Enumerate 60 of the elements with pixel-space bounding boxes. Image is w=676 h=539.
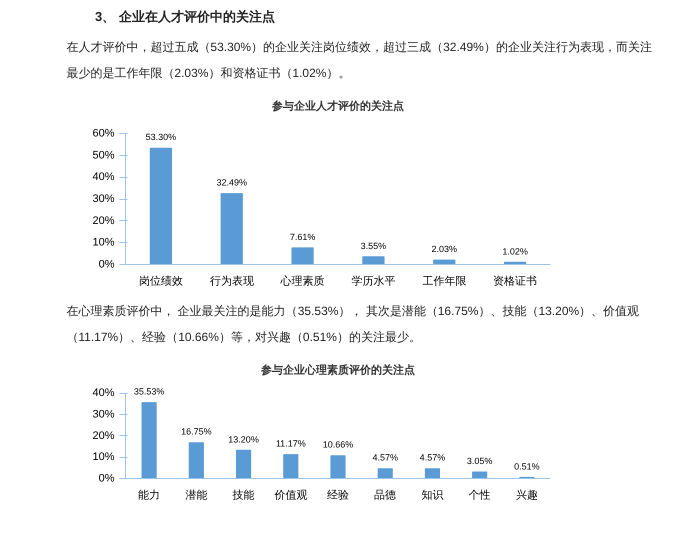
x-tick-label: 价值观 xyxy=(273,490,308,502)
bar xyxy=(362,256,385,264)
data-label: 13.20% xyxy=(228,434,259,444)
y-tick-label: 10% xyxy=(92,451,115,464)
y-tick-label: 0% xyxy=(98,472,115,484)
data-label: 2.03% xyxy=(431,244,458,254)
y-tick-label: 30% xyxy=(92,408,115,420)
bar xyxy=(424,468,440,478)
y-tick-label: 0% xyxy=(98,258,115,270)
x-tick-label: 学历水平 xyxy=(351,274,396,288)
x-tick-label: 资格证书 xyxy=(493,274,538,288)
x-tick-label: 岗位绩效 xyxy=(138,274,183,288)
bar xyxy=(330,455,346,478)
x-tick-label: 品德 xyxy=(374,490,396,502)
y-tick-label: 30% xyxy=(92,193,115,206)
data-label: 11.17% xyxy=(276,438,306,449)
y-tick-label: 60% xyxy=(92,128,115,140)
text: 在心理素质评价中， 企业最关注的是能力（35.53%）， 其次是潜能（16.75%）、技能（13.20%）、价值观（11.17%）、经验（10.66%）等，对兴趣（0.51%）的关注最少。 xyxy=(66,303,640,346)
x-tick-label: 行为表现 xyxy=(210,274,254,288)
x-tick-label: 兴趣 xyxy=(516,488,538,502)
text: 在人才评价中，超过五成（53.30%）的企业关注岗位绩效，超过三成（32.49%）的企业关注行为表现，而关注最少的是工作年限（2.03%）和资格证书（1.02%）。 xyxy=(66,39,653,82)
chart-title: 参与企业心理素质评价的关注点 xyxy=(260,364,415,376)
bar xyxy=(291,247,314,264)
y-tick-label: 40% xyxy=(92,387,115,400)
bar xyxy=(142,402,157,478)
x-tick-label: 潜能 xyxy=(185,488,208,502)
chart-title: 参与企业人才评价的关注点 xyxy=(271,100,404,112)
data-label: 3.55% xyxy=(360,240,386,251)
bar xyxy=(236,450,252,478)
y-tick-label: 50% xyxy=(92,149,115,162)
bar xyxy=(472,471,488,478)
data-label: 16.75% xyxy=(181,426,212,437)
data-label: 35.53% xyxy=(134,386,164,397)
data-label: 53.30% xyxy=(146,132,176,142)
data-label: 4.57% xyxy=(420,452,446,463)
y-tick-label: 40% xyxy=(92,171,115,184)
x-tick-label: 心理素质 xyxy=(280,274,325,288)
x-tick-label: 能力 xyxy=(138,488,160,502)
data-label: 3.05% xyxy=(466,456,492,466)
data-label: 1.02% xyxy=(502,246,528,256)
bar xyxy=(283,454,298,478)
x-tick-label: 个性 xyxy=(468,490,491,502)
data-label: 7.61% xyxy=(290,232,316,242)
y-tick-label: 20% xyxy=(92,430,115,442)
data-label: 32.49% xyxy=(216,178,248,188)
y-tick-label: 10% xyxy=(92,236,115,249)
x-tick-label: 工作年限 xyxy=(422,276,466,288)
data-label: 4.57% xyxy=(372,452,398,463)
bar xyxy=(188,442,204,478)
bar xyxy=(220,193,243,264)
x-tick-label: 知识 xyxy=(421,490,444,502)
x-tick-label: 经验 xyxy=(327,490,349,502)
data-label: 0.51% xyxy=(514,461,540,472)
text: 3、 企业在人才评价中的关注点 xyxy=(95,8,275,26)
x-tick-label: 技能 xyxy=(232,488,255,502)
bar xyxy=(150,148,172,264)
bar xyxy=(378,468,393,478)
bar xyxy=(433,260,456,264)
data-label: 10.66% xyxy=(322,440,354,450)
y-tick-label: 20% xyxy=(92,214,115,227)
